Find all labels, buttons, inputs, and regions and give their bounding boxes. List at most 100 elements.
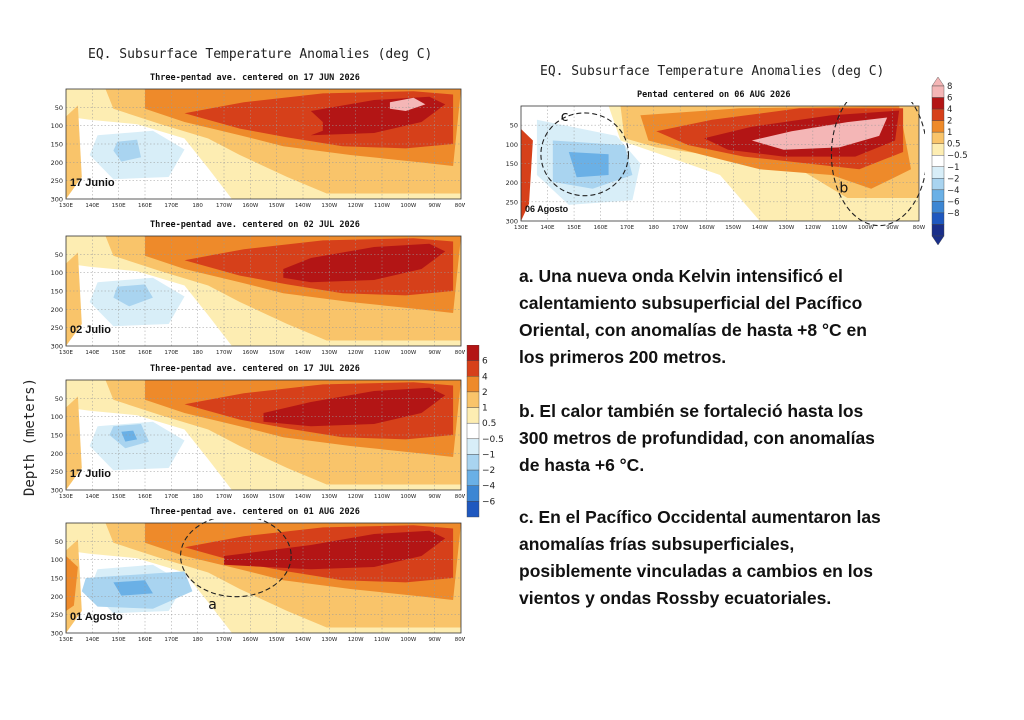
x-tick-label: 170E — [164, 350, 178, 356]
y-tick-label: 150 — [51, 575, 63, 583]
colorbar-label: 6 — [947, 94, 952, 104]
x-tick-label: 130W — [321, 494, 337, 500]
colorbar-swatch — [466, 345, 480, 361]
x-tick-label: 170E — [164, 637, 178, 643]
y-tick-label: 300 — [51, 196, 63, 204]
x-tick-label: 160W — [242, 350, 258, 356]
colorbar-swatch — [466, 407, 480, 424]
x-tick-label: 140W — [295, 350, 311, 356]
x-tick-label: 150E — [112, 350, 126, 356]
colorbar-swatch — [931, 131, 945, 144]
colorbar-label: 4 — [482, 372, 488, 382]
x-tick-label: 150W — [269, 350, 285, 356]
annotation-a-line: Oriental, con anomalías de hasta +8 °C e… — [519, 320, 867, 340]
x-tick-label: 90W — [886, 225, 899, 231]
date-label: 17 Junio — [70, 177, 115, 189]
x-tick-label: 160W — [242, 203, 258, 209]
colorbar-label: −2 — [482, 466, 495, 476]
x-tick-label: 140E — [85, 203, 99, 209]
x-tick-label: 160E — [138, 350, 152, 356]
y-tick-label: 50 — [510, 122, 518, 130]
x-tick-label: 100W — [858, 225, 874, 231]
anom-8 — [389, 97, 426, 111]
x-tick-label: 90W — [428, 494, 441, 500]
colorbar-label: −1 — [482, 450, 495, 460]
circle-c-label: c — [561, 109, 569, 125]
x-tick-label: 90W — [428, 637, 441, 643]
x-tick-label: 90W — [428, 203, 441, 209]
anom-neg-edge — [66, 396, 82, 490]
colorbar-swatch — [931, 143, 945, 156]
colorbar-swatch — [931, 155, 945, 167]
plot-frame — [65, 522, 462, 634]
plot-frame — [65, 379, 462, 491]
right-colorbar: 8 64 21 0.5−0.5 −1−2 −4−6 −8 — [931, 76, 968, 246]
x-tick-label: 160W — [242, 494, 258, 500]
x-tick-label: 130E — [59, 494, 73, 500]
x-tick-label: 140E — [85, 637, 99, 643]
x-tick-label: 130W — [321, 350, 337, 356]
circle-a — [180, 519, 292, 598]
y-tick-label: 150 — [51, 432, 63, 440]
circle-b-label: b — [839, 180, 848, 196]
plot-area — [521, 106, 919, 221]
colorbar-label: 1 — [482, 404, 488, 414]
x-tick-label: 180 — [192, 637, 203, 643]
x-tick-label: 80W — [455, 494, 465, 500]
y-tick-label: 300 — [51, 630, 63, 638]
y-tick-label: 250 — [51, 468, 63, 476]
colorbar-label: −8 — [947, 209, 960, 219]
annotation-c: c. En el Pacífico Occidental aumentaron … — [519, 504, 989, 612]
x-tick-label: 130E — [59, 203, 73, 209]
y-tick-label: 50 — [55, 538, 63, 546]
x-tick-label: 150W — [269, 203, 285, 209]
x-tick-label: 180 — [192, 494, 203, 500]
x-tick-label: 160E — [138, 494, 152, 500]
colorbar-arrow-bottom — [931, 235, 945, 246]
colorbar-label: 2 — [947, 117, 952, 127]
y-tick-label: 300 — [51, 343, 63, 351]
x-tick-label: 80W — [455, 203, 465, 209]
annotation-a-line: a. Una nueva onda Kelvin intensificó el — [519, 266, 843, 286]
x-tick-label: 110W — [831, 225, 847, 231]
x-tick-label: 140W — [295, 494, 311, 500]
colorbar-label: −0.5 — [947, 151, 968, 161]
y-tick-label: 200 — [51, 306, 63, 314]
x-tick-label: 140W — [752, 225, 768, 231]
left-warm — [66, 556, 78, 611]
x-tick-label: 160E — [138, 637, 152, 643]
x-tick-label: 150E — [112, 637, 126, 643]
right-figure-title: EQ. Subsurface Temperature Anomalies (de… — [540, 64, 885, 79]
y-tick-label: 250 — [51, 324, 63, 332]
cold-core — [113, 139, 141, 162]
x-tick-label: 140W — [295, 637, 311, 643]
x-tick-label: 160E — [594, 225, 608, 231]
colorbar-label: −0.5 — [482, 435, 504, 445]
colorbar-swatch — [931, 224, 945, 237]
x-tick-label: 150E — [567, 225, 581, 231]
x-tick-label: 140E — [541, 225, 555, 231]
colorbar-swatch — [931, 178, 945, 191]
y-tick-label: 300 — [51, 487, 63, 495]
x-tick-label: 160W — [242, 637, 258, 643]
y-tick-label: 200 — [51, 593, 63, 601]
x-tick-label: 100W — [400, 203, 416, 209]
colorbar-swatch — [466, 391, 480, 408]
colorbar-label: 2 — [482, 388, 488, 398]
x-tick-label: 180 — [192, 203, 203, 209]
y-tick-label: 250 — [51, 611, 63, 619]
anom-8 — [751, 117, 888, 150]
plot-area — [66, 380, 461, 490]
colorbar-swatch — [466, 469, 480, 486]
anom-neg-edge — [66, 105, 82, 199]
cold-core-2 — [113, 580, 153, 596]
y-tick-label: 200 — [51, 159, 63, 167]
x-tick-label: 170W — [216, 494, 232, 500]
right-figure-subtitle: Pentad centered on 06 AUG 2026 — [637, 90, 791, 100]
y-tick-label: 250 — [506, 198, 518, 206]
x-tick-label: 130E — [59, 637, 73, 643]
